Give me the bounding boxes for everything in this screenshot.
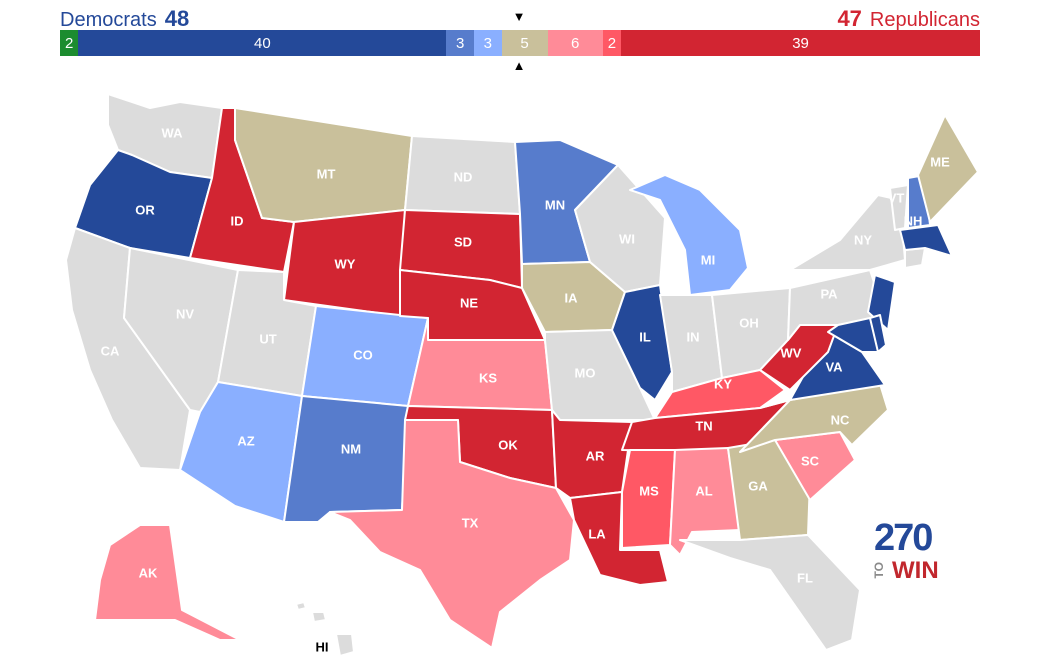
senate-header: Democrats 48 47 Republicans bbox=[60, 4, 980, 32]
state-VT[interactable] bbox=[889, 184, 909, 231]
bar-segment-dem-likely: 3 bbox=[446, 30, 474, 56]
state-DE[interactable] bbox=[869, 314, 887, 353]
bar-segment-tossup: 5 bbox=[501, 30, 548, 56]
majority-marker-bottom: ▲ bbox=[512, 58, 526, 73]
state-IL[interactable] bbox=[611, 284, 673, 401]
bar-segment-rep-likely: 2 bbox=[602, 30, 622, 56]
state-ND[interactable] bbox=[404, 135, 521, 215]
state-AK[interactable] bbox=[94, 524, 241, 641]
state-HI[interactable] bbox=[295, 601, 355, 657]
state-ME[interactable] bbox=[917, 114, 979, 223]
bar-segment-independent: 2 bbox=[60, 30, 79, 56]
state-MT[interactable] bbox=[234, 107, 413, 223]
label-HI: HI bbox=[316, 639, 329, 654]
democrats-total: Democrats 48 bbox=[60, 6, 189, 32]
state-FL[interactable] bbox=[679, 534, 861, 651]
270towin-logo[interactable]: 270 TO WIN bbox=[872, 518, 948, 584]
state-TX[interactable] bbox=[329, 419, 575, 649]
state-WY[interactable] bbox=[283, 209, 406, 317]
bar-segment-rep-safe: 39 bbox=[621, 30, 980, 56]
state-MD[interactable] bbox=[827, 317, 881, 353]
logo-win: WIN bbox=[892, 557, 939, 584]
state-NM[interactable] bbox=[283, 395, 409, 523]
state-MA[interactable] bbox=[899, 224, 953, 257]
republicans-total: 47 Republicans bbox=[837, 6, 980, 32]
state-NY[interactable] bbox=[789, 194, 906, 271]
democrats-label: Democrats bbox=[60, 9, 157, 31]
state-CO[interactable] bbox=[301, 305, 429, 407]
state-MI[interactable] bbox=[629, 174, 749, 296]
state-CT[interactable] bbox=[904, 247, 926, 269]
republicans-label: Republicans bbox=[869, 9, 980, 31]
republicans-seat-count: 47 bbox=[837, 6, 862, 31]
democrats-seat-count: 48 bbox=[164, 6, 190, 31]
bar-segment-dem-lean: 3 bbox=[473, 30, 502, 56]
state-MS[interactable] bbox=[621, 449, 676, 549]
seat-balance-bar: 2 40 3 3 5 6 2 39 bbox=[60, 30, 980, 56]
majority-marker-top: ▼ bbox=[512, 9, 526, 24]
bar-segment-rep-lean: 6 bbox=[547, 30, 603, 56]
logo-to: TO bbox=[872, 562, 886, 579]
state-AR[interactable] bbox=[551, 409, 633, 499]
bar-segment-dem-safe: 40 bbox=[78, 30, 447, 56]
logo-number: 270 bbox=[874, 517, 933, 559]
